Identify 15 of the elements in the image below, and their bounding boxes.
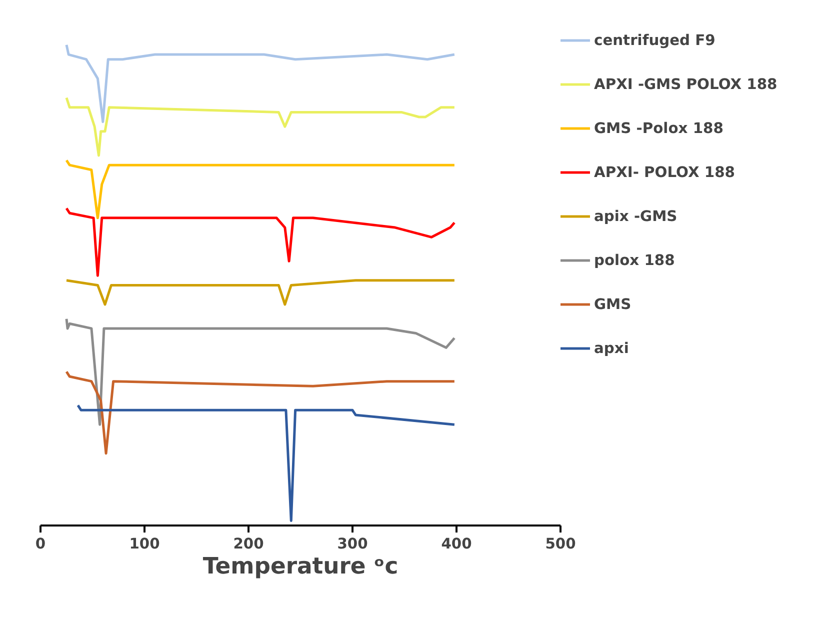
legend-label: APXI- POLOX 188 <box>594 164 735 180</box>
x-tick-label: 100 <box>129 536 160 552</box>
x-tick-label: 0 <box>35 536 46 552</box>
x-tick-label: 300 <box>337 536 368 552</box>
legend-label: APXI -GMS POLOX 188 <box>594 76 778 92</box>
legend-label: GMS -Polox 188 <box>594 120 724 136</box>
x-axis-title: Temperature ᵒc <box>202 554 398 580</box>
legend-label: centrifuged F9 <box>594 32 716 48</box>
x-tick-label: 200 <box>233 536 264 552</box>
legend-label: GMS <box>594 296 632 312</box>
x-tick-label: 500 <box>545 536 576 552</box>
legend-label: apix -GMS <box>594 208 678 224</box>
x-tick-label: 400 <box>441 536 472 552</box>
legend-label: apxi <box>594 340 629 356</box>
legend-label: polox 188 <box>594 252 675 268</box>
